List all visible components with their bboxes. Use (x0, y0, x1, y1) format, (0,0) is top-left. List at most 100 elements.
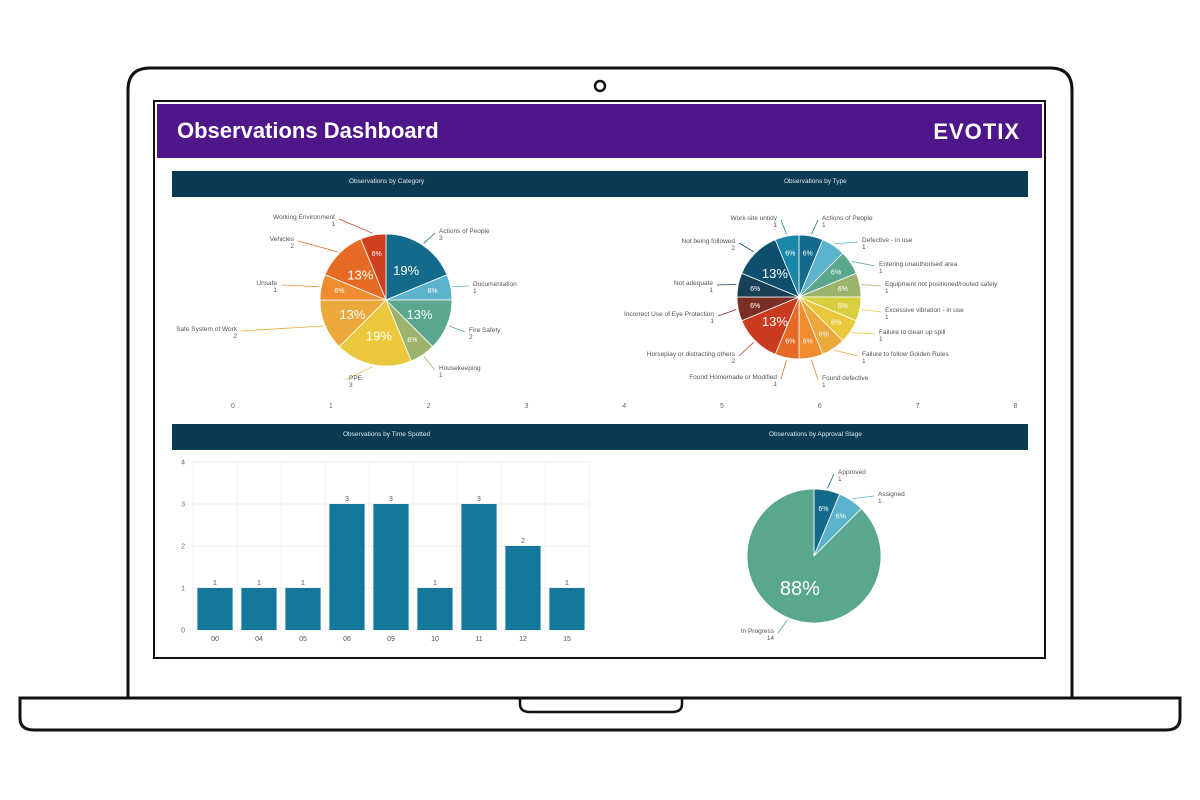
slice-value-horseplay-or-distracting-others: 2 (731, 358, 735, 365)
bar-12[interactable] (505, 546, 541, 630)
pie-slice-work-site-untidy[interactable] (774, 234, 800, 298)
bar-15[interactable] (549, 588, 585, 630)
top-axis: 0 1 2 3 4 5 6 7 8 (231, 403, 1017, 410)
leader-line (423, 232, 436, 244)
leader-line (280, 284, 320, 288)
webcam-icon (593, 79, 607, 93)
y-tick-label: 1 (181, 586, 185, 593)
brand-logo: EVOTIX (933, 119, 1020, 144)
slice-value-actions-of-people: 1 (822, 222, 826, 229)
leader-line (780, 219, 787, 235)
slice-value-excessive-vibration-in-use: 1 (885, 314, 889, 321)
leader-line (717, 309, 737, 317)
time-panel-title: Observations by Time Spotted (343, 431, 431, 438)
axis-tick-label: 7 (916, 403, 920, 410)
x-tick-label: 06 (343, 636, 351, 643)
leader-line (811, 359, 819, 381)
leader-line (780, 359, 787, 380)
slice-percent-label: 6% (836, 513, 846, 520)
bar-value-label: 1 (565, 580, 569, 587)
pie-slice-actions-of-people[interactable] (385, 233, 448, 301)
slice-percent-label: 19% (393, 263, 419, 278)
slice-percent-label: 6% (838, 303, 848, 310)
slice-value-defective-in-use: 1 (862, 244, 866, 251)
pie-slice-in-progress[interactable] (746, 488, 882, 624)
slice-label-documentation: Documentation (473, 281, 517, 288)
slice-label-defective-in-use: Defective - in use (862, 237, 913, 244)
slice-label-fire-safety: Fire Safety (469, 327, 501, 334)
leader-line (777, 619, 788, 634)
slice-label-housekeeping: Housekeeping (439, 365, 481, 372)
leader-line (827, 473, 835, 489)
y-tick-label: 2 (181, 544, 185, 551)
slice-label-equipment-not-positioned-routed-safely: Equipment not positioned/routed safely (885, 281, 998, 288)
slice-label-in-progress: In Progress (741, 628, 775, 635)
slice-percent-label: 6% (407, 337, 417, 344)
type-panel-title: Observations by Type (784, 178, 847, 185)
x-tick-label: 05 (299, 636, 307, 643)
slice-label-failure-to-follow-golden-rules: Failure to follow Golden Rules (862, 351, 949, 358)
slice-percent-label: 88% (780, 578, 820, 600)
bar-05[interactable] (285, 588, 321, 630)
bar-04[interactable] (241, 588, 277, 630)
bar-11[interactable] (461, 504, 497, 630)
axis-tick-label: 0 (231, 403, 235, 410)
x-tick-label: 15 (563, 636, 571, 643)
bar-value-label: 1 (213, 580, 217, 587)
slice-percent-label: 6% (803, 251, 813, 258)
bar-09[interactable] (373, 504, 409, 630)
slice-label-found-defective: Found defective (822, 375, 869, 382)
axis-tick-label: 8 (1013, 403, 1017, 410)
slice-value-unsafe: 1 (273, 287, 277, 294)
slice-percent-label: 13% (762, 266, 788, 281)
leader-line (811, 219, 819, 235)
page-title: Observations Dashboard (177, 118, 439, 143)
slice-percent-label: 6% (819, 332, 829, 339)
bar-value-label: 2 (521, 538, 525, 545)
slice-label-entering-unauthorised-area: Entering unauthorised area (879, 261, 958, 268)
slice-value-assigned: 1 (878, 498, 882, 505)
slice-value-not-adequate: 1 (709, 287, 713, 294)
x-tick-label: 12 (519, 636, 527, 643)
pie-slice-ppe[interactable] (338, 299, 412, 367)
x-tick-label: 10 (431, 636, 439, 643)
slice-label-assigned: Assigned (878, 491, 905, 498)
slice-percent-label: 6% (785, 251, 795, 258)
slice-value-working-environment: 1 (331, 221, 335, 228)
slice-label-approved: Approved (838, 469, 866, 476)
axis-tick-label: 3 (524, 403, 528, 410)
bar-06[interactable] (329, 504, 365, 630)
slice-percent-label: 6% (838, 286, 848, 293)
axis-tick-label: 2 (427, 403, 431, 410)
type-panel-bar (602, 171, 1028, 197)
x-tick-label: 11 (475, 636, 482, 643)
slice-percent-label: 6% (428, 288, 438, 295)
slice-value-ppe: 3 (349, 382, 353, 389)
slice-value-failure-to-follow-golden-rules: 1 (862, 358, 866, 365)
bar-value-label: 1 (257, 580, 261, 587)
slice-label-vehicles: Vehicles (270, 236, 295, 243)
slice-percent-label: 13% (407, 307, 433, 322)
category-panel-title: Observations by Category (349, 178, 425, 185)
bar-value-label: 1 (301, 580, 305, 587)
bar-10[interactable] (417, 588, 453, 630)
slice-value-actions-of-people: 3 (439, 235, 443, 242)
y-tick-label: 3 (181, 502, 185, 509)
slice-label-ppe: PPE (349, 375, 363, 382)
slice-percent-label: 13% (339, 307, 365, 322)
slice-value-housekeeping: 1 (439, 372, 443, 379)
bar-00[interactable] (197, 588, 233, 630)
slice-percent-label: 19% (366, 329, 392, 344)
x-tick-label: 04 (255, 636, 263, 643)
slice-label-actions-of-people: Actions of People (822, 215, 873, 222)
leader-line (738, 341, 755, 357)
leader-line (852, 261, 876, 267)
slice-label-failure-to-clean-up-spill: Failure to clean up spill (879, 329, 946, 336)
slice-percent-label: 6% (785, 338, 795, 345)
category-panel-bar (172, 171, 602, 197)
leader-line (852, 495, 875, 500)
pie-slice-working-environment[interactable] (360, 233, 387, 301)
leader-line (338, 218, 373, 234)
